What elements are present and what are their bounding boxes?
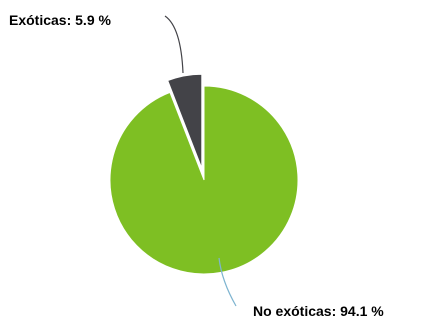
label-connectors — [164, 15, 237, 307]
data-label-no-exoticas: No exóticas: 94.1 % — [253, 303, 384, 319]
pie-slices — [109, 73, 299, 275]
connector-no-exoticas — [218, 257, 237, 307]
connector-exoticas — [164, 15, 184, 74]
pie-slice-exoticas — [167, 73, 203, 169]
data-label-exoticas: Exóticas: 5.9 % — [9, 12, 111, 28]
pie-slice-no-exoticas — [109, 85, 299, 275]
